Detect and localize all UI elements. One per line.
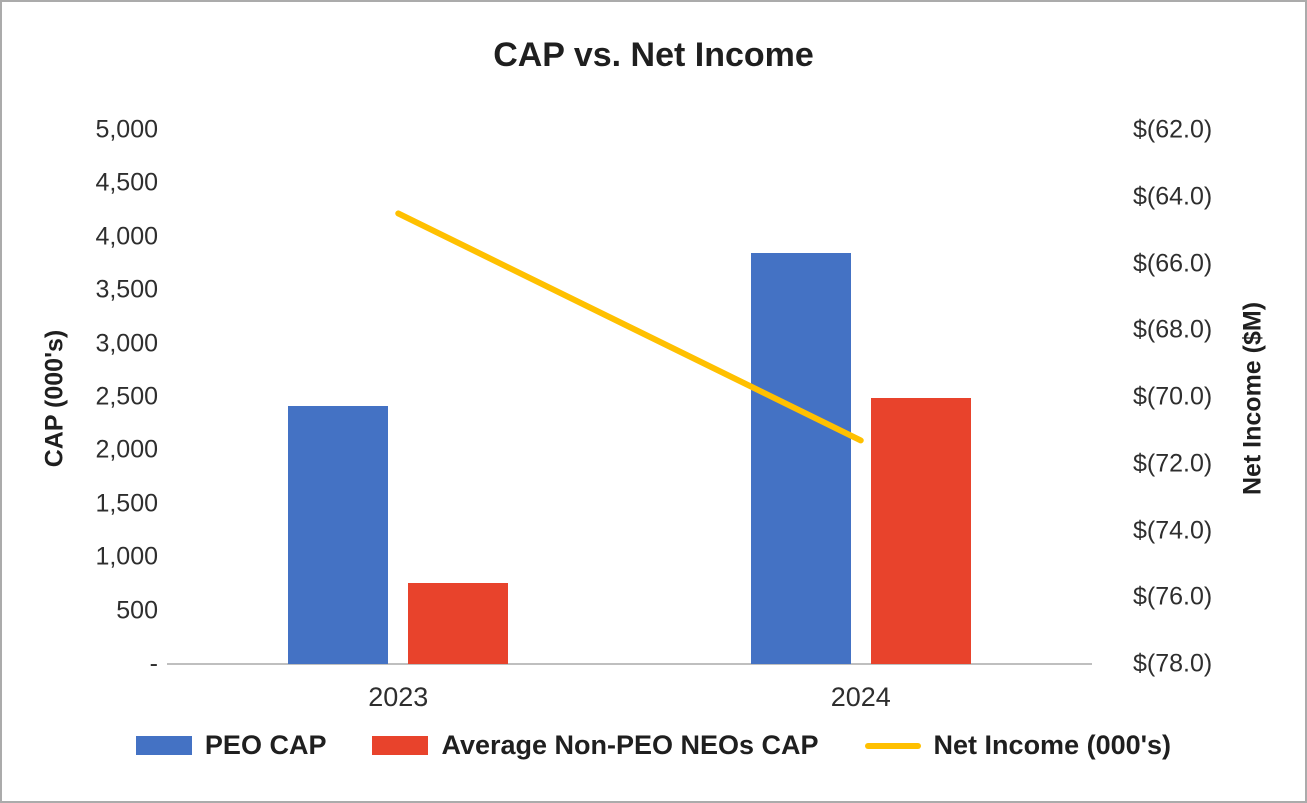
y-axis-right-tick-label: $(78.0) xyxy=(1133,649,1213,678)
legend-item-non-peo-cap: Average Non-PEO NEOs CAP xyxy=(372,730,819,761)
x-axis-line xyxy=(167,663,1092,665)
legend-label-non-peo-cap: Average Non-PEO NEOs CAP xyxy=(441,730,819,760)
x-axis-category-label: 2024 xyxy=(830,682,891,712)
legend-label-peo-cap: PEO CAP xyxy=(204,730,327,760)
legend-item-net-income: Net Income (000's) xyxy=(864,730,1172,761)
legend-label-net-income: Net Income (000's) xyxy=(933,730,1172,760)
y-axis-right-tick-label: $(62.0) xyxy=(1133,115,1213,144)
y-axis-right-tick-label: $(68.0) xyxy=(1133,315,1213,344)
legend-line-net-income-icon xyxy=(864,742,921,749)
legend-swatch-peo-cap xyxy=(135,736,192,755)
chart-legend: PEO CAP Average Non-PEO NEOs CAP Net Inc… xyxy=(2,730,1305,761)
chart-title: CAP vs. Net Income xyxy=(493,36,814,74)
y-axis-left-tick-label: - xyxy=(149,649,158,678)
y-axis-left-tick-label: 1,500 xyxy=(95,489,158,518)
y-axis-left-tick-label: 4,500 xyxy=(95,168,158,197)
bar-series1-2024 xyxy=(870,398,971,664)
y-axis-left-tick-label: 2,000 xyxy=(95,435,158,464)
bar-series0-2024 xyxy=(750,252,851,664)
y-axis-right-tick-label: $(70.0) xyxy=(1133,382,1213,411)
x-axis-category-label: 2023 xyxy=(368,682,429,712)
y-axis-left-tick-label: 3,000 xyxy=(95,329,158,358)
bar-series0-2023 xyxy=(288,405,389,664)
y-axis-left-tick-label: 4,000 xyxy=(95,222,158,251)
y-axis-left-tick-label: 1,000 xyxy=(95,542,158,571)
y-axis-left-tick-label: 5,000 xyxy=(95,115,158,144)
y-axis-left-tick-label: 500 xyxy=(116,596,158,625)
legend-swatch-non-peo-cap xyxy=(372,736,429,755)
y-axis-right-tick-label: $(74.0) xyxy=(1133,516,1213,544)
y-axis-left-tick-label: 2,500 xyxy=(95,382,158,411)
y-axis-right-tick-label: $(72.0) xyxy=(1133,449,1213,478)
y-axis-left-tick-label: 3,500 xyxy=(95,275,158,304)
y-axis-right-tick-label: $(76.0) xyxy=(1133,582,1213,611)
y-axis-right-tick-label: $(64.0) xyxy=(1133,182,1213,211)
legend-item-peo-cap: PEO CAP xyxy=(135,730,327,761)
y-axis-right-tick-label: $(66.0) xyxy=(1133,249,1213,277)
bar-series1-2023 xyxy=(408,582,509,664)
